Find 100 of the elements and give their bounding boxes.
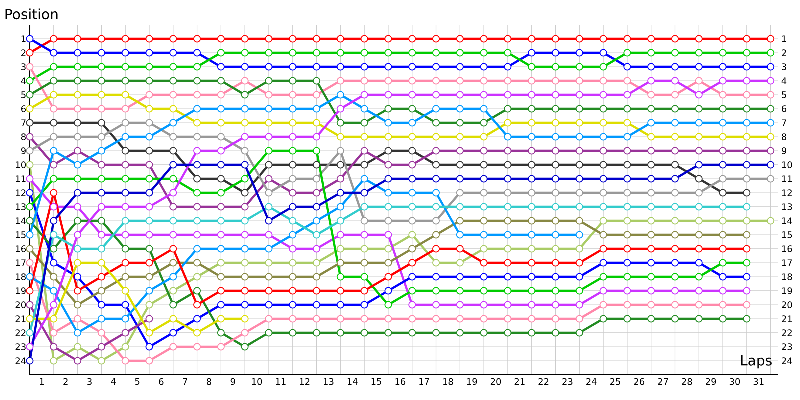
- point: [600, 119, 608, 127]
- y2-tick-label: 9: [782, 148, 786, 154]
- point: [528, 35, 536, 43]
- point: [74, 119, 82, 127]
- point: [360, 175, 368, 183]
- point: [695, 217, 703, 225]
- point: [408, 105, 416, 113]
- point: [384, 301, 392, 309]
- x-tick-label: 5: [135, 378, 140, 386]
- point: [122, 245, 130, 253]
- point: [194, 343, 202, 351]
- point: [146, 231, 154, 239]
- y-axis-title: Position: [6, 8, 58, 20]
- y-tick-label: 22: [16, 330, 26, 336]
- point: [504, 203, 512, 211]
- x-tick-label: 20: [490, 378, 502, 386]
- point: [336, 35, 344, 43]
- point: [504, 245, 512, 253]
- point: [743, 315, 751, 323]
- point: [336, 315, 344, 323]
- point: [289, 189, 297, 197]
- point: [194, 147, 202, 155]
- point: [695, 77, 703, 85]
- point: [241, 105, 249, 113]
- point: [122, 357, 130, 365]
- point: [432, 35, 440, 43]
- point: [648, 49, 656, 57]
- y2-tick-label: 15: [782, 232, 792, 238]
- point: [408, 91, 416, 99]
- point: [360, 315, 368, 323]
- point: [289, 49, 297, 57]
- point: [265, 175, 273, 183]
- y-tick-label: 12: [16, 190, 26, 196]
- point: [50, 189, 58, 197]
- point: [26, 147, 34, 155]
- point: [695, 133, 703, 141]
- y-tick-label: 20: [16, 302, 26, 308]
- point: [384, 329, 392, 337]
- point: [528, 315, 536, 323]
- point: [313, 259, 321, 267]
- point: [50, 35, 58, 43]
- point: [600, 259, 608, 267]
- point: [313, 161, 321, 169]
- point: [217, 287, 225, 295]
- point: [408, 49, 416, 57]
- point: [552, 245, 560, 253]
- y-tick-label: 15: [16, 232, 26, 238]
- point: [695, 63, 703, 71]
- point: [241, 35, 249, 43]
- point: [289, 161, 297, 169]
- x-tick-label: 19: [467, 378, 478, 386]
- point: [313, 35, 321, 43]
- point: [98, 245, 106, 253]
- y2-tick-label: 23: [782, 344, 792, 350]
- point: [408, 287, 416, 295]
- point: [480, 245, 488, 253]
- point: [528, 91, 536, 99]
- point: [671, 301, 679, 309]
- point: [743, 203, 751, 211]
- point: [648, 133, 656, 141]
- point: [170, 161, 178, 169]
- point: [719, 175, 727, 183]
- point: [98, 343, 106, 351]
- point: [432, 329, 440, 337]
- point: [241, 301, 249, 309]
- point: [600, 35, 608, 43]
- point: [384, 287, 392, 295]
- point: [98, 91, 106, 99]
- point: [719, 119, 727, 127]
- point: [146, 357, 154, 365]
- point: [695, 301, 703, 309]
- point: [241, 91, 249, 99]
- point: [313, 273, 321, 281]
- point: [360, 49, 368, 57]
- point: [624, 231, 632, 239]
- point: [74, 343, 82, 351]
- point: [289, 91, 297, 99]
- point: [408, 189, 416, 197]
- point: [600, 245, 608, 253]
- point: [767, 63, 775, 71]
- x-tick-label: 25: [610, 378, 620, 386]
- point: [194, 329, 202, 337]
- point: [480, 259, 488, 267]
- point: [217, 259, 225, 267]
- point: [456, 105, 464, 113]
- point: [719, 49, 727, 57]
- point: [719, 203, 727, 211]
- point: [265, 287, 273, 295]
- point: [313, 175, 321, 183]
- point: [241, 147, 249, 155]
- point: [456, 35, 464, 43]
- point: [74, 133, 82, 141]
- point: [194, 189, 202, 197]
- x-tick-label: 8: [206, 378, 212, 386]
- point: [360, 35, 368, 43]
- point: [170, 77, 178, 85]
- point: [408, 301, 416, 309]
- point: [313, 133, 321, 141]
- point: [671, 273, 679, 281]
- point: [194, 133, 202, 141]
